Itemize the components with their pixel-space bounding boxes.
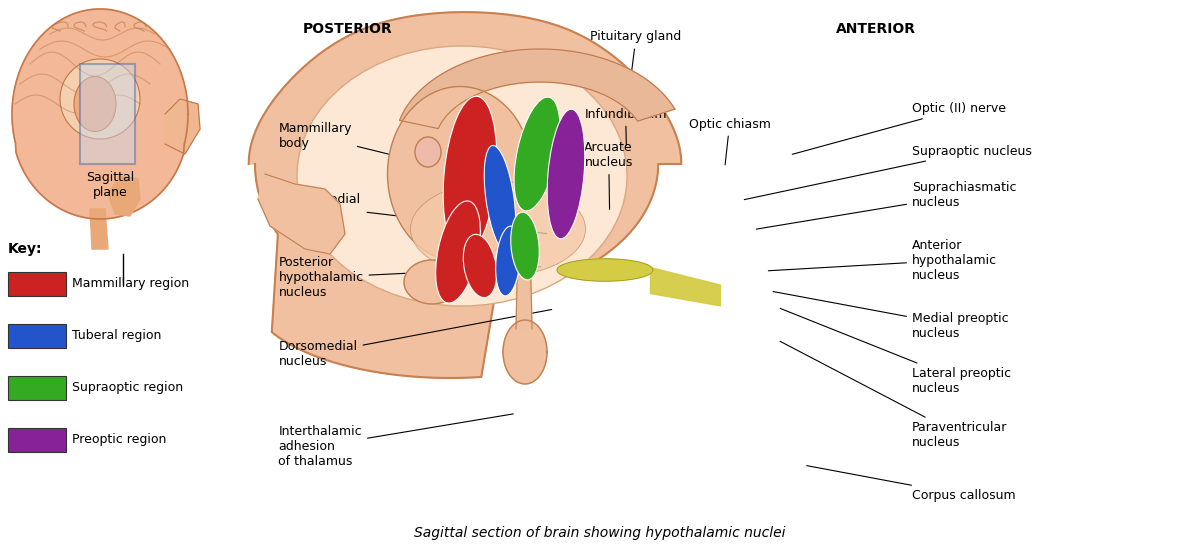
Ellipse shape — [514, 97, 560, 211]
Ellipse shape — [436, 201, 480, 303]
Text: Interthalamic
adhesion
of thalamus: Interthalamic adhesion of thalamus — [278, 414, 514, 468]
Polygon shape — [248, 12, 682, 378]
Text: ANTERIOR: ANTERIOR — [836, 22, 916, 36]
Text: Preoptic region: Preoptic region — [72, 434, 167, 447]
Text: Optic chiasm: Optic chiasm — [689, 118, 770, 165]
Bar — [80, 64, 134, 164]
Polygon shape — [108, 176, 140, 216]
Text: Suprachiasmatic
nucleus: Suprachiasmatic nucleus — [756, 181, 1016, 229]
FancyBboxPatch shape — [8, 428, 66, 452]
Polygon shape — [503, 320, 547, 384]
Ellipse shape — [547, 109, 584, 239]
Ellipse shape — [60, 59, 140, 139]
Text: Medial preoptic
nucleus: Medial preoptic nucleus — [773, 292, 1009, 341]
Text: Sagittal section of brain showing hypothalamic nuclei: Sagittal section of brain showing hypoth… — [414, 526, 786, 540]
Polygon shape — [400, 49, 674, 128]
Text: Corpus callosum: Corpus callosum — [806, 466, 1015, 502]
Text: Posterior
hypothalamic
nucleus: Posterior hypothalamic nucleus — [278, 256, 541, 299]
Ellipse shape — [463, 234, 497, 298]
Text: Tuberal region: Tuberal region — [72, 330, 161, 343]
Ellipse shape — [298, 46, 628, 306]
Text: Supraoptic nucleus: Supraoptic nucleus — [744, 145, 1032, 200]
Text: Mammillary
body: Mammillary body — [278, 122, 511, 184]
Polygon shape — [516, 239, 532, 329]
Text: Paraventricular
nucleus: Paraventricular nucleus — [780, 341, 1007, 449]
Text: Ventromedial
nucleus: Ventromedial nucleus — [278, 193, 547, 233]
Ellipse shape — [496, 226, 521, 296]
Text: POSTERIOR: POSTERIOR — [304, 22, 392, 36]
Text: Lateral preoptic
nucleus: Lateral preoptic nucleus — [780, 308, 1012, 395]
FancyBboxPatch shape — [8, 324, 66, 348]
Polygon shape — [90, 209, 108, 249]
Text: Pituitary gland: Pituitary gland — [590, 30, 682, 91]
Polygon shape — [166, 99, 200, 154]
Polygon shape — [404, 260, 460, 304]
FancyBboxPatch shape — [8, 376, 66, 400]
Ellipse shape — [443, 96, 497, 256]
Text: Mammillary region: Mammillary region — [72, 277, 190, 290]
Ellipse shape — [388, 86, 533, 262]
Ellipse shape — [511, 212, 539, 280]
Text: Anterior
hypothalamic
nucleus: Anterior hypothalamic nucleus — [768, 238, 997, 282]
Text: Infundibulum: Infundibulum — [584, 108, 667, 145]
Text: Optic (II) nerve: Optic (II) nerve — [792, 102, 1006, 154]
Polygon shape — [258, 174, 346, 254]
Text: Supraoptic region: Supraoptic region — [72, 381, 184, 394]
Polygon shape — [12, 9, 188, 219]
FancyBboxPatch shape — [8, 272, 66, 296]
Ellipse shape — [74, 77, 116, 132]
Ellipse shape — [410, 182, 586, 276]
Text: Dorsomedial
nucleus: Dorsomedial nucleus — [278, 310, 552, 368]
Ellipse shape — [415, 137, 442, 167]
Polygon shape — [557, 259, 653, 281]
Text: Arcuate
nucleus: Arcuate nucleus — [584, 141, 634, 209]
Text: Sagittal
plane: Sagittal plane — [86, 171, 134, 199]
Text: Key:: Key: — [8, 242, 42, 256]
Ellipse shape — [485, 145, 516, 252]
